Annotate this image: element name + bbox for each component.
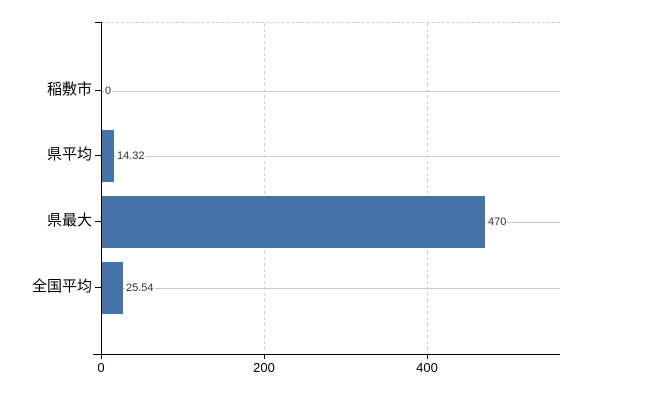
y-axis-line bbox=[101, 22, 102, 359]
x-axis-line bbox=[93, 354, 560, 355]
bar-value-label: 0 bbox=[104, 84, 113, 98]
x-axis-tick bbox=[264, 355, 265, 359]
y-axis-tick bbox=[95, 90, 101, 91]
plot-area: 0 14.32 470 25.54 bbox=[101, 22, 560, 355]
horizontal-gridline bbox=[102, 156, 560, 157]
x-axis-tick-label: 400 bbox=[416, 360, 438, 375]
y-axis-tick bbox=[95, 287, 101, 288]
y-axis-tick bbox=[95, 221, 101, 222]
bar[interactable] bbox=[102, 130, 114, 182]
category-label: 県最大 bbox=[46, 212, 92, 229]
x-axis-tick bbox=[427, 355, 428, 359]
bar[interactable] bbox=[102, 196, 485, 248]
bar-value-label: 25.54 bbox=[125, 281, 155, 295]
horizontal-gridline bbox=[102, 288, 560, 289]
category-label: 県平均 bbox=[46, 146, 92, 163]
y-axis-top-tick bbox=[95, 22, 101, 23]
bar-value-label: 14.32 bbox=[116, 149, 146, 163]
bar-value-label: 470 bbox=[487, 215, 508, 229]
category-label: 全国平均 bbox=[31, 278, 92, 295]
y-axis-tick bbox=[95, 155, 101, 156]
x-axis-tick bbox=[101, 355, 102, 359]
category-label: 稲敷市 bbox=[46, 81, 92, 98]
bar[interactable] bbox=[102, 262, 123, 314]
x-axis-tick-label: 200 bbox=[253, 360, 275, 375]
x-axis-tick-label: 0 bbox=[97, 360, 105, 375]
horizontal-gridline bbox=[102, 91, 560, 92]
vertical-gridline bbox=[427, 23, 428, 355]
vertical-gridline bbox=[264, 23, 265, 355]
